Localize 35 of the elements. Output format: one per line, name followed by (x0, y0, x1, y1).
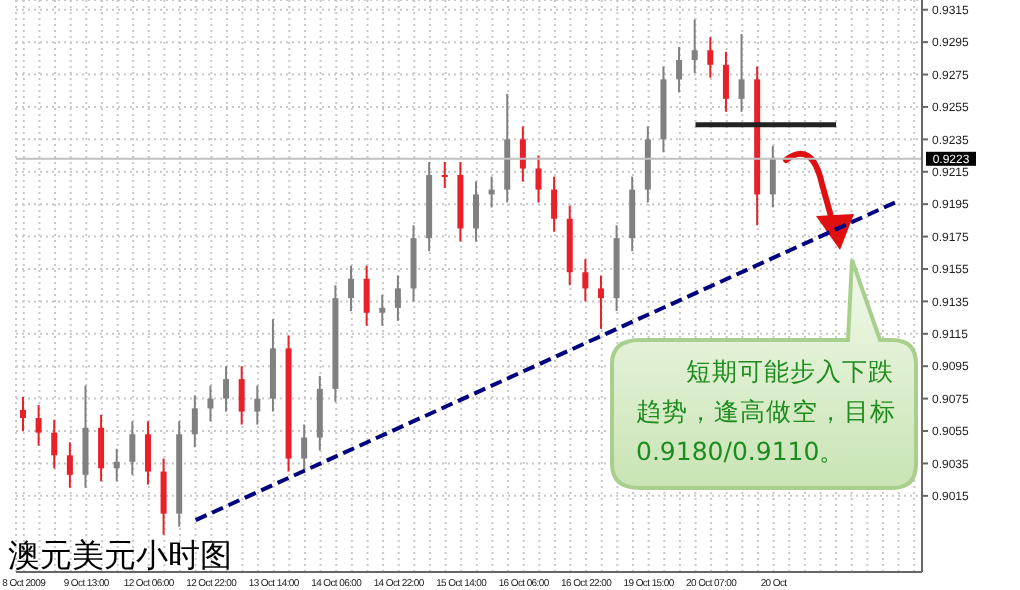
candlestick (519, 125, 526, 183)
candlestick (113, 447, 120, 483)
candlestick (707, 36, 714, 79)
candlestick (769, 144, 776, 209)
candlestick (207, 384, 214, 423)
candlestick (20, 396, 26, 433)
candlestick (597, 274, 604, 330)
candlestick (348, 264, 355, 313)
candlestick (379, 293, 386, 327)
candlestick (35, 404, 42, 447)
annotation: 短期可能步入下跌趋势，逢高做空，目标0.9180/0.9110。 (636, 356, 896, 466)
candlestick (691, 18, 698, 74)
candlestick (722, 50, 729, 113)
candlestick (129, 420, 136, 476)
candlestick (738, 33, 745, 113)
candlestick (98, 413, 105, 483)
candlestick (51, 418, 58, 470)
candlestick (441, 161, 448, 189)
candlestick (551, 175, 558, 233)
candlestick (223, 365, 230, 413)
candlestick (363, 264, 370, 327)
candlestick (676, 45, 683, 94)
candlestick (66, 441, 73, 489)
candlestick (144, 420, 151, 486)
candlestick (160, 457, 167, 536)
candlestick (394, 274, 401, 322)
candlestick (582, 258, 589, 303)
candlestick (254, 384, 261, 426)
candlestick (238, 365, 245, 426)
text: 澳元美元小时图 (8, 536, 232, 574)
candlestick (82, 384, 89, 489)
candlestick (191, 394, 198, 449)
candlestick (473, 180, 479, 243)
candlestick (535, 154, 542, 204)
candlestick (301, 423, 308, 473)
